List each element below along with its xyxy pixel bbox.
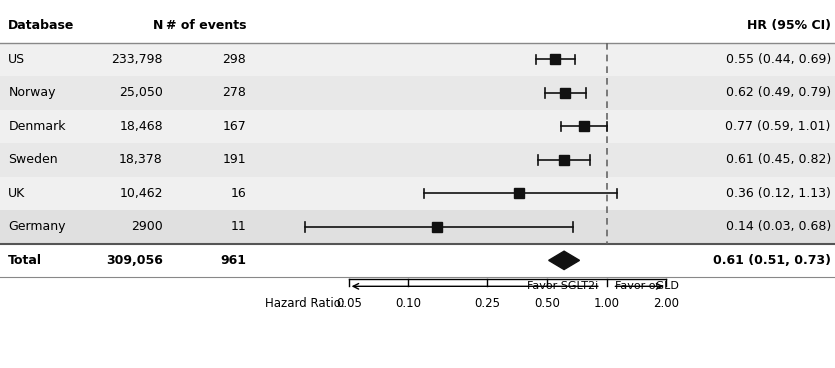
- Text: Database: Database: [8, 20, 74, 32]
- Text: 16: 16: [230, 187, 246, 200]
- Text: US: US: [8, 53, 26, 66]
- Text: Norway: Norway: [8, 86, 56, 99]
- Text: Denmark: Denmark: [8, 120, 66, 133]
- Polygon shape: [549, 251, 579, 269]
- Text: Favor SGLT2i: Favor SGLT2i: [527, 281, 598, 291]
- Text: 18,468: 18,468: [119, 120, 163, 133]
- Text: 25,050: 25,050: [119, 86, 163, 99]
- Text: N: N: [153, 20, 163, 32]
- Text: Hazard Ratio:: Hazard Ratio:: [265, 297, 345, 310]
- Text: 0.25: 0.25: [474, 297, 500, 310]
- Text: 18,378: 18,378: [119, 153, 163, 166]
- Text: 298: 298: [223, 53, 246, 66]
- Bar: [0, 9, 835, 43]
- Text: 0.61 (0.51, 0.73): 0.61 (0.51, 0.73): [713, 254, 831, 267]
- Text: Germany: Germany: [8, 220, 66, 233]
- Text: 10,462: 10,462: [119, 187, 163, 200]
- Text: 167: 167: [223, 120, 246, 133]
- Bar: [0, 210, 835, 244]
- Bar: [0, 110, 835, 143]
- Text: 0.77 (0.59, 1.01): 0.77 (0.59, 1.01): [726, 120, 831, 133]
- Text: 0.36 (0.12, 1.13): 0.36 (0.12, 1.13): [726, 187, 831, 200]
- Text: HR (95% CI): HR (95% CI): [746, 20, 831, 32]
- Text: 961: 961: [220, 254, 246, 267]
- Text: 0.10: 0.10: [396, 297, 422, 310]
- Text: Total: Total: [8, 254, 43, 267]
- Text: 1.00: 1.00: [594, 297, 620, 310]
- Bar: [0, 9, 835, 43]
- Text: 11: 11: [230, 220, 246, 233]
- Text: Sweden: Sweden: [8, 153, 58, 166]
- Bar: [0, 177, 835, 210]
- Text: 2900: 2900: [131, 220, 163, 233]
- Text: 0.61 (0.45, 0.82): 0.61 (0.45, 0.82): [726, 153, 831, 166]
- Text: 2.00: 2.00: [653, 297, 680, 310]
- Text: 0.05: 0.05: [336, 297, 362, 310]
- Bar: [0, 43, 835, 76]
- Text: 278: 278: [222, 86, 246, 99]
- Text: 0.50: 0.50: [534, 297, 560, 310]
- Text: 0.55 (0.44, 0.69): 0.55 (0.44, 0.69): [726, 53, 831, 66]
- Text: 191: 191: [223, 153, 246, 166]
- Bar: [0, 76, 835, 110]
- Text: 0.62 (0.49, 0.79): 0.62 (0.49, 0.79): [726, 86, 831, 99]
- Text: UK: UK: [8, 187, 26, 200]
- Text: 233,798: 233,798: [111, 53, 163, 66]
- Text: 0.14 (0.03, 0.68): 0.14 (0.03, 0.68): [726, 220, 831, 233]
- Text: Favor oGLD: Favor oGLD: [615, 281, 679, 291]
- Bar: [0, 143, 835, 177]
- Text: 309,056: 309,056: [106, 254, 163, 267]
- Text: # of events: # of events: [166, 20, 246, 32]
